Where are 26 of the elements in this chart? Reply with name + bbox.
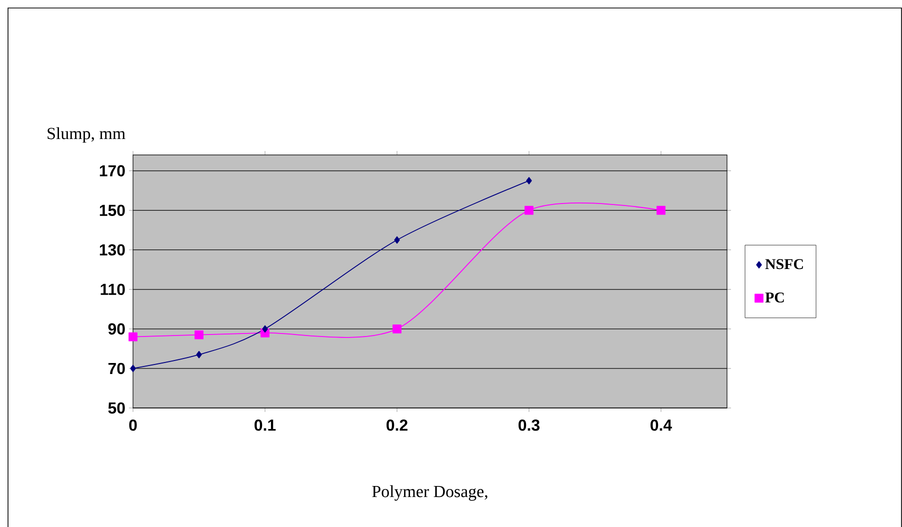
point [128, 332, 138, 342]
point [656, 206, 666, 215]
y-tick-label: 70 [108, 362, 125, 374]
x-tick-label: 0.4 [650, 420, 672, 431]
y-tick-label: 170 [100, 165, 125, 176]
legend-label: PC [765, 292, 784, 303]
x-tick-label: 0.2 [386, 420, 408, 431]
point [526, 177, 532, 184]
legend-label: NSFC [765, 259, 803, 270]
y-tick-label: 130 [100, 244, 125, 256]
y-axis-title: Slump, mm [48, 127, 126, 143]
point [392, 324, 402, 334]
point [524, 206, 534, 215]
y-tick-label: 110 [100, 284, 125, 296]
point [394, 236, 400, 244]
x-tick-label: 0 [129, 420, 137, 431]
y-tick-label: 150 [100, 204, 125, 216]
point [262, 325, 268, 333]
x-axis-title: Polymer Dosage, [372, 485, 488, 501]
point [194, 330, 204, 340]
y-tick-label: 50 [108, 402, 125, 414]
point [196, 350, 202, 358]
x-tick-label: 0.3 [518, 420, 540, 431]
y-tick-label: 90 [108, 323, 125, 335]
x-tick-label: 0.1 [254, 420, 276, 431]
point [130, 364, 136, 372]
